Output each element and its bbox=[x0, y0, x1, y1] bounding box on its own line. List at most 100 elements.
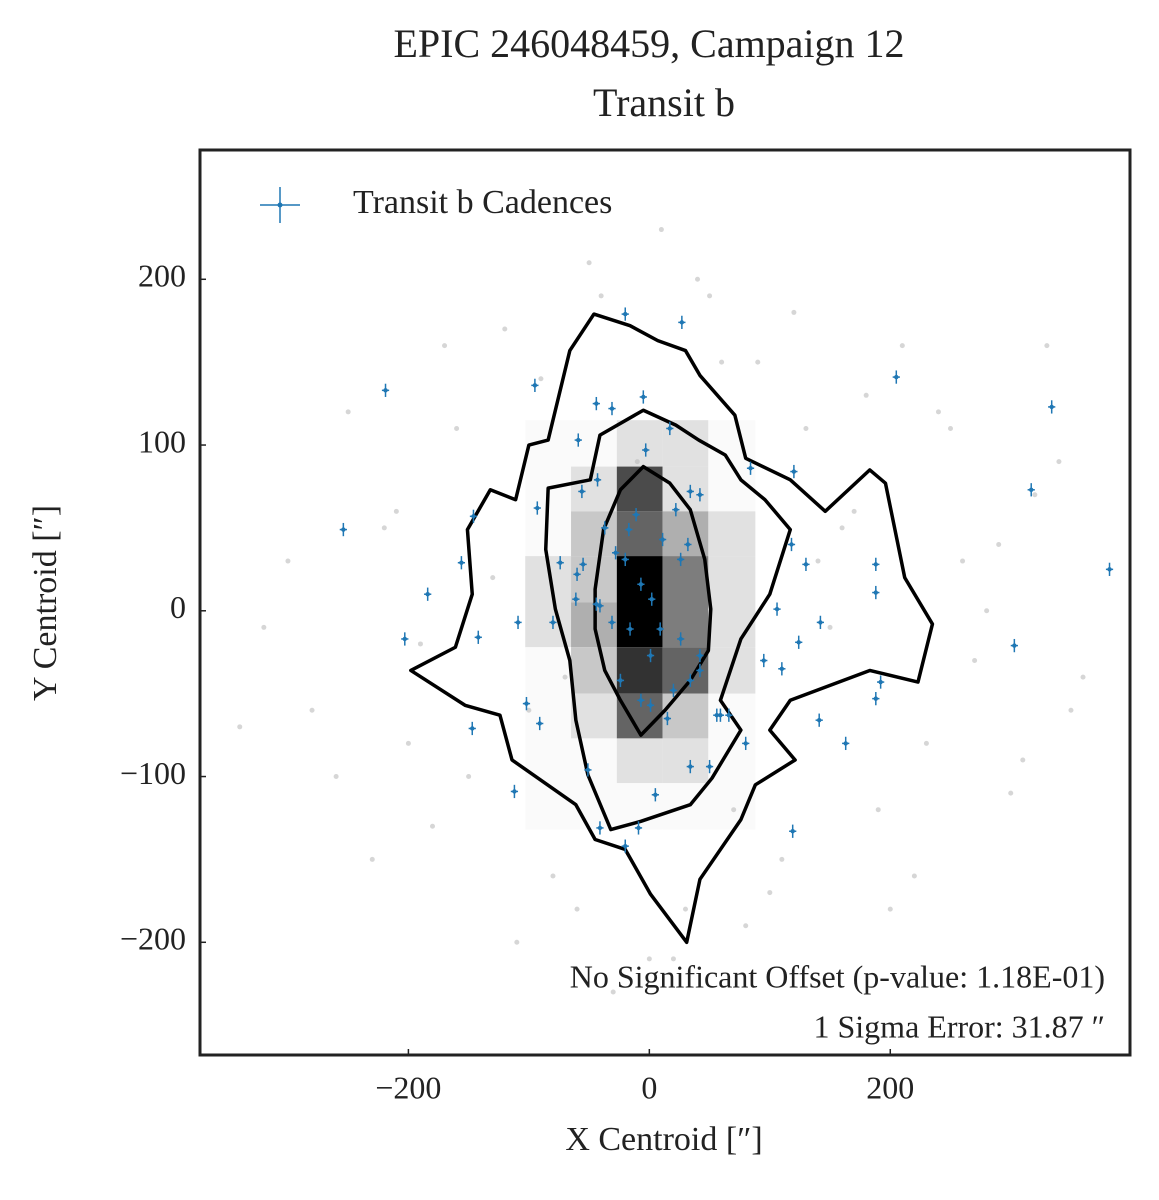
point bbox=[790, 829, 795, 834]
point bbox=[633, 512, 639, 517]
point bbox=[609, 620, 615, 625]
background-point bbox=[719, 359, 725, 365]
point bbox=[1107, 567, 1112, 572]
point bbox=[602, 525, 607, 531]
point bbox=[774, 606, 780, 612]
point bbox=[515, 620, 521, 625]
hist-cell bbox=[662, 602, 709, 648]
background-point bbox=[285, 558, 291, 564]
background-point bbox=[417, 641, 423, 647]
point bbox=[779, 666, 785, 672]
y-axis-label: Y Centroid [″] bbox=[27, 505, 64, 701]
point bbox=[638, 582, 644, 587]
point bbox=[761, 658, 766, 663]
point bbox=[818, 620, 823, 625]
x-tick-label: 200 bbox=[866, 1069, 914, 1105]
point bbox=[595, 477, 600, 483]
hist-cell bbox=[708, 556, 756, 603]
plot-frame bbox=[198, 148, 1132, 1057]
legend-label: Transit b Cadences bbox=[353, 184, 612, 221]
background-point bbox=[586, 260, 592, 266]
background-point bbox=[454, 425, 460, 431]
background-point bbox=[972, 658, 978, 664]
background-point bbox=[935, 409, 941, 415]
point bbox=[636, 825, 641, 831]
point bbox=[1012, 643, 1017, 648]
background-point bbox=[803, 425, 809, 431]
point bbox=[383, 388, 388, 393]
hist-cell bbox=[662, 738, 709, 784]
point bbox=[707, 764, 712, 769]
chart-title: EPIC 246048459, Campaign 12 bbox=[393, 21, 904, 66]
hist-cell bbox=[525, 783, 572, 830]
plot-area bbox=[237, 227, 1114, 995]
point bbox=[660, 537, 665, 542]
point bbox=[697, 653, 703, 658]
point bbox=[1049, 404, 1054, 410]
y-tick-label: −100 bbox=[120, 755, 186, 791]
point bbox=[679, 320, 685, 325]
background-point bbox=[646, 956, 652, 962]
background-point bbox=[767, 890, 773, 896]
background-point bbox=[393, 508, 399, 514]
point bbox=[609, 406, 615, 411]
point bbox=[341, 527, 346, 532]
point bbox=[685, 542, 691, 547]
point bbox=[623, 843, 628, 849]
background-point bbox=[779, 856, 785, 862]
background-point bbox=[695, 276, 701, 282]
background-point bbox=[948, 425, 954, 431]
point bbox=[873, 562, 879, 567]
point bbox=[585, 767, 591, 773]
point bbox=[748, 466, 753, 471]
background-point bbox=[731, 807, 737, 813]
y-tick-label: 200 bbox=[138, 258, 186, 294]
hist-cell bbox=[571, 647, 617, 694]
background-point bbox=[827, 624, 833, 630]
point bbox=[688, 489, 693, 494]
point bbox=[613, 550, 618, 555]
contour bbox=[543, 408, 793, 832]
background-point bbox=[887, 906, 893, 912]
point bbox=[671, 688, 676, 693]
background-point bbox=[514, 939, 520, 945]
background-point bbox=[984, 608, 990, 614]
point bbox=[524, 701, 529, 706]
background-point bbox=[851, 508, 857, 514]
point bbox=[537, 721, 542, 726]
y-tick-label: −200 bbox=[120, 921, 186, 957]
background-point bbox=[755, 359, 761, 365]
point bbox=[623, 557, 628, 562]
background-point bbox=[1020, 757, 1026, 763]
point bbox=[789, 542, 794, 547]
point bbox=[665, 716, 670, 721]
background-point bbox=[538, 376, 544, 382]
point bbox=[726, 713, 732, 718]
background-point bbox=[345, 409, 351, 415]
background-point bbox=[442, 343, 448, 349]
hist-cell bbox=[525, 693, 572, 739]
point bbox=[594, 401, 599, 406]
point bbox=[623, 311, 628, 317]
point bbox=[470, 726, 475, 731]
background-point bbox=[791, 309, 797, 315]
contour bbox=[409, 312, 935, 945]
annotation: 1 Sigma Error: 31.87 ″ bbox=[813, 1008, 1105, 1044]
point bbox=[873, 696, 879, 701]
point bbox=[459, 560, 464, 565]
hist-cell bbox=[525, 647, 572, 694]
point bbox=[649, 596, 654, 602]
point bbox=[643, 447, 648, 453]
hist-cell bbox=[708, 466, 756, 512]
point bbox=[597, 825, 603, 831]
point bbox=[657, 626, 663, 632]
x-tick-label: −200 bbox=[375, 1069, 441, 1105]
y-tick-label: 0 bbox=[170, 589, 186, 625]
point bbox=[667, 426, 673, 431]
hist-cell bbox=[616, 647, 663, 694]
point bbox=[894, 374, 899, 380]
point bbox=[678, 557, 683, 562]
background-point bbox=[237, 724, 243, 730]
background-point bbox=[839, 525, 845, 531]
background-point bbox=[562, 674, 568, 680]
